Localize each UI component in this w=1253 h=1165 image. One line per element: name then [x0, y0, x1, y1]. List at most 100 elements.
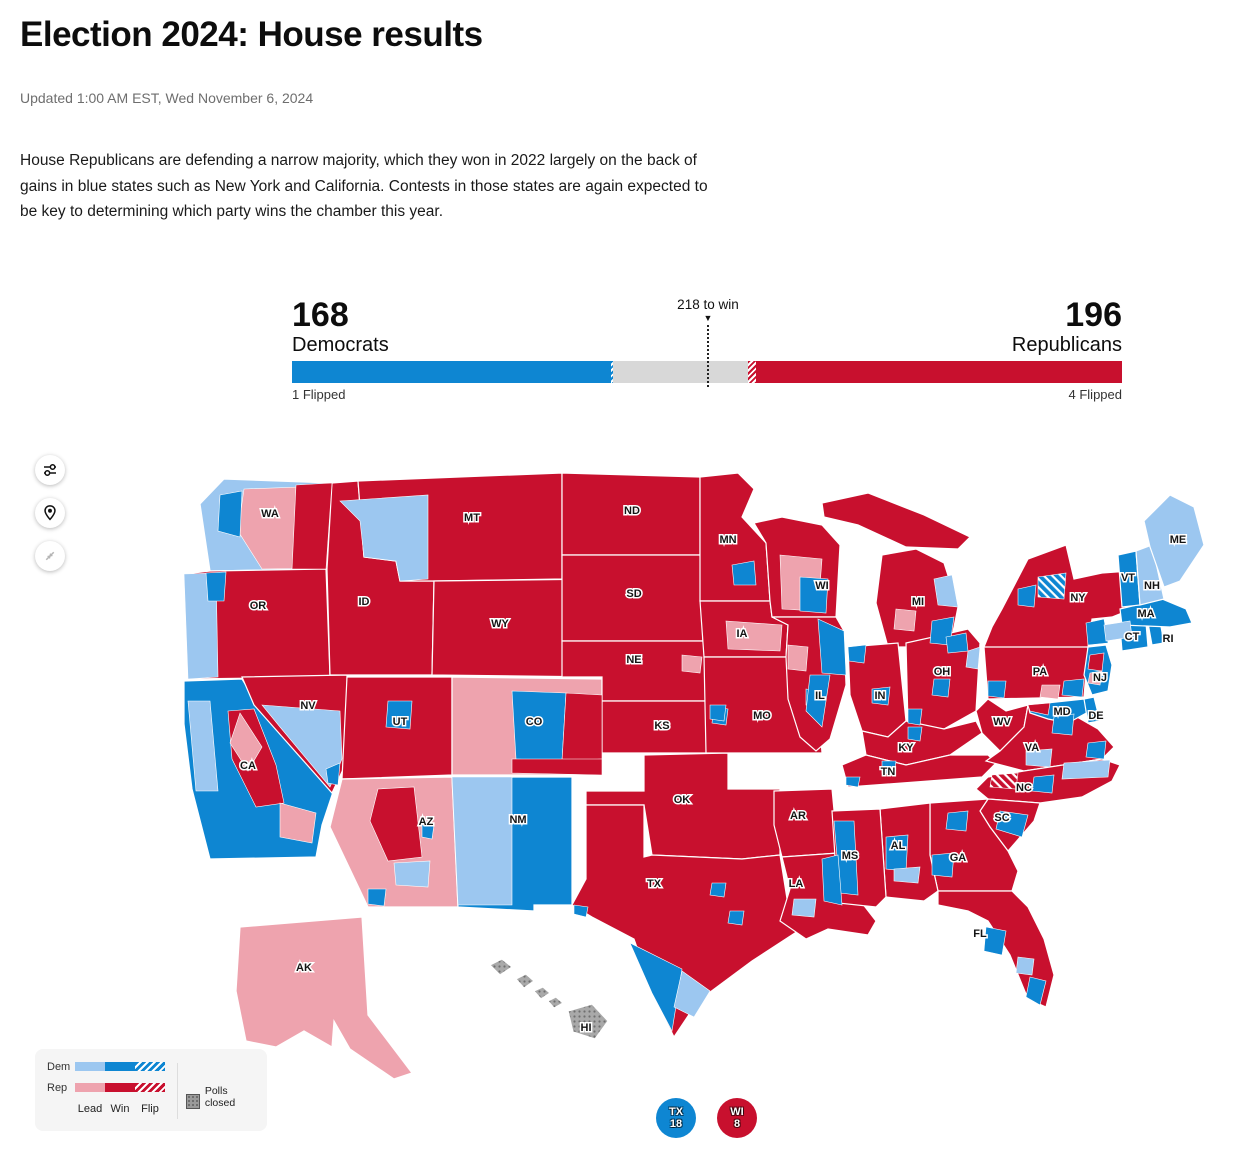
svg-text:TX: TX	[647, 878, 662, 890]
svg-text:OR: OR	[250, 600, 267, 612]
svg-text:RI: RI	[1163, 633, 1174, 645]
house-results-map[interactable]: WA OR CA NV ID MT WY UT CO AZ NM ND SD NE KS OK TX MN IA MO…	[182, 459, 1222, 1084]
svg-text:CT: CT	[1125, 631, 1140, 643]
locate-me-button[interactable]	[35, 497, 65, 528]
undecided-segment	[612, 360, 749, 383]
svg-text:AK: AK	[296, 962, 312, 974]
updated-timestamp: Updated 1:00 AM EST, Wed November 6, 202…	[20, 90, 314, 106]
svg-text:NV: NV	[300, 700, 316, 712]
rep-stat: 196 Republicans	[1012, 297, 1122, 357]
svg-text:MT: MT	[464, 512, 480, 524]
dem-lead-swatch	[75, 1062, 105, 1071]
svg-text:HI: HI	[581, 1022, 592, 1034]
svg-text:ME: ME	[1170, 534, 1187, 546]
svg-text:NJ: NJ	[1093, 672, 1107, 684]
legend-dem-label: Dem	[47, 1060, 71, 1073]
map-legend: Dem Rep Lead Win Flip Polls closed	[35, 1048, 267, 1131]
svg-text:NM: NM	[509, 814, 526, 826]
svg-text:NY: NY	[1070, 592, 1086, 604]
svg-text:MD: MD	[1053, 706, 1070, 718]
svg-text:IA: IA	[737, 628, 748, 640]
dem-win-segment	[292, 360, 611, 383]
flipped-row: 1 Flipped 4 Flipped	[292, 387, 1122, 402]
badge-district: 18	[669, 1117, 683, 1130]
dem-label: Democrats	[292, 333, 389, 356]
svg-text:FL: FL	[973, 928, 987, 940]
legend-lead-label: Lead	[77, 1102, 103, 1115]
svg-text:MO: MO	[753, 710, 771, 722]
description-paragraph: House Republicans are defending a narrow…	[20, 152, 708, 220]
sliders-icon	[44, 463, 56, 476]
svg-text:WA: WA	[261, 508, 279, 520]
svg-text:NE: NE	[626, 654, 641, 666]
filter-sliders-button[interactable]	[35, 454, 65, 485]
svg-text:AL: AL	[891, 840, 906, 852]
legend-rep-label: Rep	[47, 1081, 68, 1094]
dem-flip-swatch	[135, 1062, 165, 1071]
rep-flip-segment	[748, 360, 756, 383]
dem-seat-count: 168	[292, 295, 349, 334]
rep-win-swatch	[105, 1083, 135, 1092]
svg-text:KY: KY	[898, 742, 914, 754]
svg-text:LA: LA	[789, 878, 804, 890]
location-pin-icon	[44, 504, 56, 520]
svg-text:NC: NC	[1016, 782, 1032, 794]
rep-label: Republicans	[1011, 333, 1122, 356]
svg-text:TN: TN	[881, 766, 896, 778]
svg-text:IN: IN	[875, 690, 886, 702]
svg-text:AZ: AZ	[419, 816, 434, 828]
svg-text:CO: CO	[526, 716, 543, 728]
svg-text:ND: ND	[624, 505, 640, 517]
svg-text:GA: GA	[950, 852, 967, 864]
svg-text:WV: WV	[993, 716, 1011, 728]
dem-stat: 168 Democrats	[292, 297, 389, 357]
district-badge-wi-8[interactable]: WI 8	[717, 1097, 757, 1138]
svg-text:MA: MA	[1137, 608, 1154, 620]
marker-arrow-icon: ▼	[703, 312, 713, 323]
page-title: Election 2024: House results	[20, 15, 483, 54]
legend-win-label: Win	[110, 1102, 130, 1115]
badge-state: WI	[730, 1105, 744, 1118]
svg-text:CA: CA	[240, 760, 256, 772]
svg-text:MI: MI	[912, 596, 924, 608]
svg-text:PA: PA	[1033, 666, 1048, 678]
map-controls	[35, 454, 65, 571]
seat-bar	[292, 360, 1122, 383]
svg-text:VT: VT	[1121, 572, 1135, 584]
collapse-map-button[interactable]	[35, 540, 65, 571]
svg-text:DE: DE	[1088, 710, 1103, 722]
svg-text:MS: MS	[842, 850, 859, 862]
polls-closed-swatch	[185, 1093, 200, 1109]
svg-text:IL: IL	[815, 690, 825, 702]
balance-of-power: 168 Democrats 196 Republicans 218 to win…	[292, 297, 1122, 409]
legend-flip-label: Flip	[141, 1102, 159, 1115]
district-badge-tx-18[interactable]: TX 18	[656, 1097, 696, 1138]
legend-divider	[176, 1062, 178, 1119]
svg-text:ID: ID	[359, 596, 370, 608]
svg-text:SC: SC	[994, 812, 1009, 824]
svg-text:WY: WY	[491, 618, 509, 630]
rep-seat-count: 196	[1065, 295, 1122, 334]
polls-closed-label: Polls closed	[204, 1084, 236, 1109]
badge-state: TX	[668, 1105, 684, 1118]
marker-dotted-line	[706, 324, 709, 387]
svg-text:UT: UT	[393, 716, 408, 728]
flipped-district-badges: TX 18 WI 8	[656, 1097, 757, 1138]
dem-flipped-label: 1 Flipped	[292, 386, 346, 402]
rep-flipped-label: 4 Flipped	[1068, 386, 1122, 402]
to-win-label: 218 to win	[677, 296, 739, 312]
svg-text:AR: AR	[790, 810, 806, 822]
svg-text:MN: MN	[719, 534, 736, 546]
rep-lead-swatch	[75, 1083, 105, 1092]
rep-flip-swatch	[135, 1083, 165, 1092]
district-patches[interactable]	[183, 482, 1133, 1032]
collapse-arrows-icon	[45, 551, 55, 560]
results-map-section: WA OR CA NV ID MT WY UT CO AZ NM ND SD NE KS OK TX MN IA MO…	[20, 453, 1233, 1153]
svg-text:OK: OK	[674, 794, 691, 806]
svg-text:NH: NH	[1144, 580, 1160, 592]
svg-text:OH: OH	[934, 666, 951, 678]
svg-text:KS: KS	[654, 720, 669, 732]
svg-text:SD: SD	[626, 588, 641, 600]
badge-district: 8	[733, 1117, 741, 1130]
